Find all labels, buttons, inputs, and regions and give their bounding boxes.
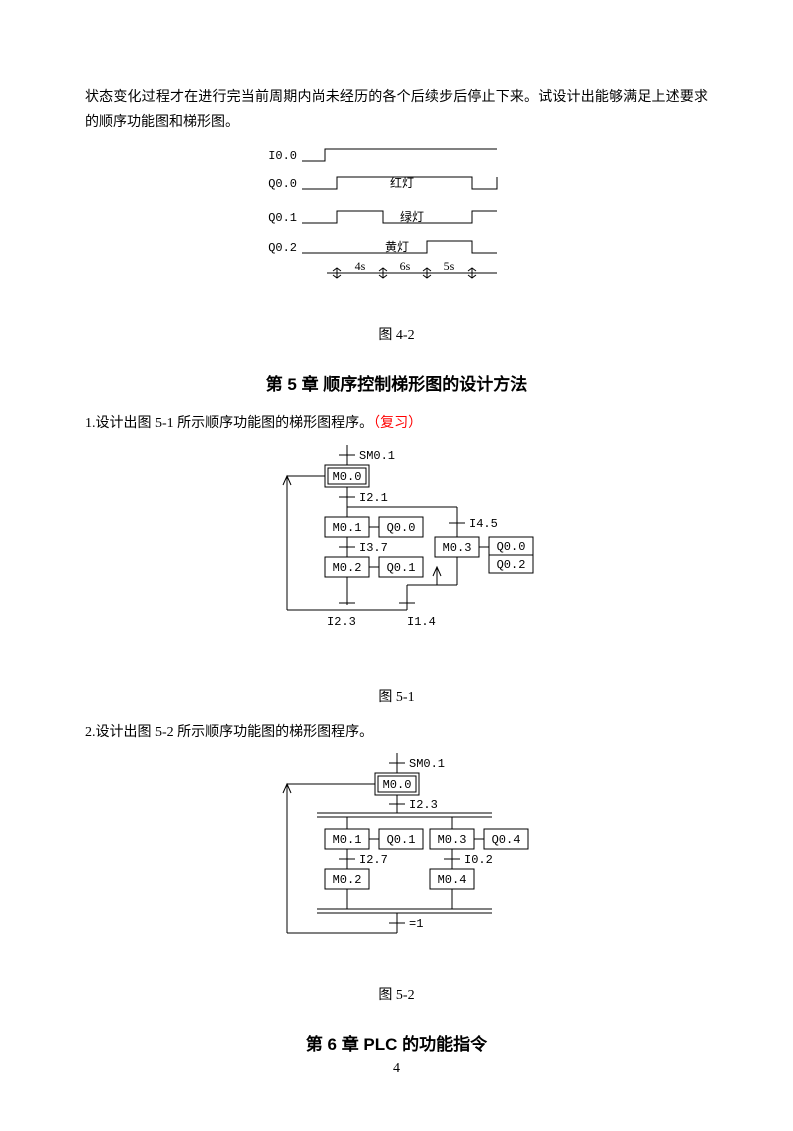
f51-q02: Q0.2 bbox=[496, 558, 525, 572]
question-5-2: 2.设计出图 5-2 所示顺序功能图的梯形图程序。 bbox=[85, 720, 708, 745]
f51-sm01: SM0.1 bbox=[359, 449, 395, 463]
f52-q01: Q0.1 bbox=[386, 833, 415, 847]
f52-i02: I0.2 bbox=[464, 853, 493, 867]
f52-m00: M0.0 bbox=[382, 778, 411, 792]
label-green: 绿灯 bbox=[399, 209, 423, 224]
caption-5-1: 图 5-1 bbox=[85, 686, 708, 706]
f51-i23: I2.3 bbox=[327, 615, 356, 629]
f51-m03: M0.3 bbox=[442, 541, 471, 555]
f52-m01: M0.1 bbox=[332, 833, 361, 847]
f52-eq1: =1 bbox=[409, 917, 423, 931]
f51-q00: Q0.0 bbox=[386, 521, 415, 535]
question-5-1: 1.设计出图 5-1 所示顺序功能图的梯形图程序。（复习） bbox=[85, 411, 708, 436]
f51-i21: I2.1 bbox=[359, 491, 388, 505]
f51-i14: I1.4 bbox=[407, 615, 436, 629]
label-yellow: 黄灯 bbox=[384, 240, 408, 254]
chapter-5-heading: 第 5 章 顺序控制梯形图的设计方法 bbox=[85, 370, 708, 395]
f52-i27: I2.7 bbox=[359, 853, 388, 867]
caption-4-2: 图 4-2 bbox=[85, 324, 708, 344]
f51-m01: M0.1 bbox=[332, 521, 361, 535]
signal-q02: Q0.2 bbox=[268, 241, 297, 255]
caption-5-2: 图 5-2 bbox=[85, 984, 708, 1004]
label-red: 红灯 bbox=[389, 175, 413, 190]
f52-q04: Q0.4 bbox=[491, 833, 520, 847]
f51-m02: M0.2 bbox=[332, 561, 361, 575]
figure-4-2: I0.0 Q0.0 红灯 Q0.1 绿灯 Q0.2 黄灯 bbox=[85, 143, 708, 318]
q51-text: 1.设计出图 5-1 所示顺序功能图的梯形图程序。 bbox=[85, 416, 373, 431]
f52-m03: M0.3 bbox=[437, 833, 466, 847]
q51-review: （复习） bbox=[373, 416, 422, 431]
chapter-6-heading: 第 6 章 PLC 的功能指令 bbox=[85, 1030, 708, 1055]
signal-i00: I0.0 bbox=[268, 149, 297, 163]
f52-m04: M0.4 bbox=[437, 873, 466, 887]
signal-q01: Q0.1 bbox=[268, 211, 297, 225]
f51-q01: Q0.1 bbox=[386, 561, 415, 575]
f52-i23: I2.3 bbox=[409, 798, 438, 812]
figure-5-1: SM0.1 M0.0 I2.1 M0.1 Q0.0 bbox=[85, 445, 708, 680]
f51-m00: M0.0 bbox=[332, 470, 361, 484]
f51-i37: I3.7 bbox=[359, 541, 388, 555]
dur-6s: 6s bbox=[399, 259, 410, 273]
f51-q00b: Q0.0 bbox=[496, 540, 525, 554]
dur-4s: 4s bbox=[354, 259, 365, 273]
f52-sm01: SM0.1 bbox=[409, 757, 445, 771]
opening-paragraph: 状态变化过程才在进行完当前周期内尚未经历的各个后续步后停止下来。试设计出能够满足… bbox=[85, 85, 708, 135]
page-number: 4 bbox=[0, 1061, 793, 1077]
figure-5-2: SM0.1 M0.0 I2.3 M0.1 Q0.1 bbox=[85, 753, 708, 978]
f51-i45: I4.5 bbox=[469, 517, 498, 531]
signal-q00: Q0.0 bbox=[268, 177, 297, 191]
f52-m02: M0.2 bbox=[332, 873, 361, 887]
dur-5s: 5s bbox=[443, 259, 454, 273]
